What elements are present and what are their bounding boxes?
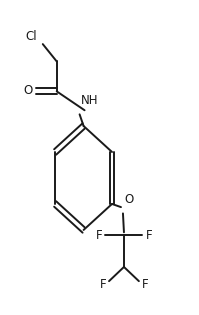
Text: F: F xyxy=(146,229,152,242)
Text: Cl: Cl xyxy=(25,30,37,43)
Text: F: F xyxy=(96,229,102,242)
Text: F: F xyxy=(142,278,148,291)
Text: NH: NH xyxy=(80,94,98,107)
Text: O: O xyxy=(24,84,33,97)
Text: O: O xyxy=(125,193,134,206)
Text: F: F xyxy=(100,278,106,291)
